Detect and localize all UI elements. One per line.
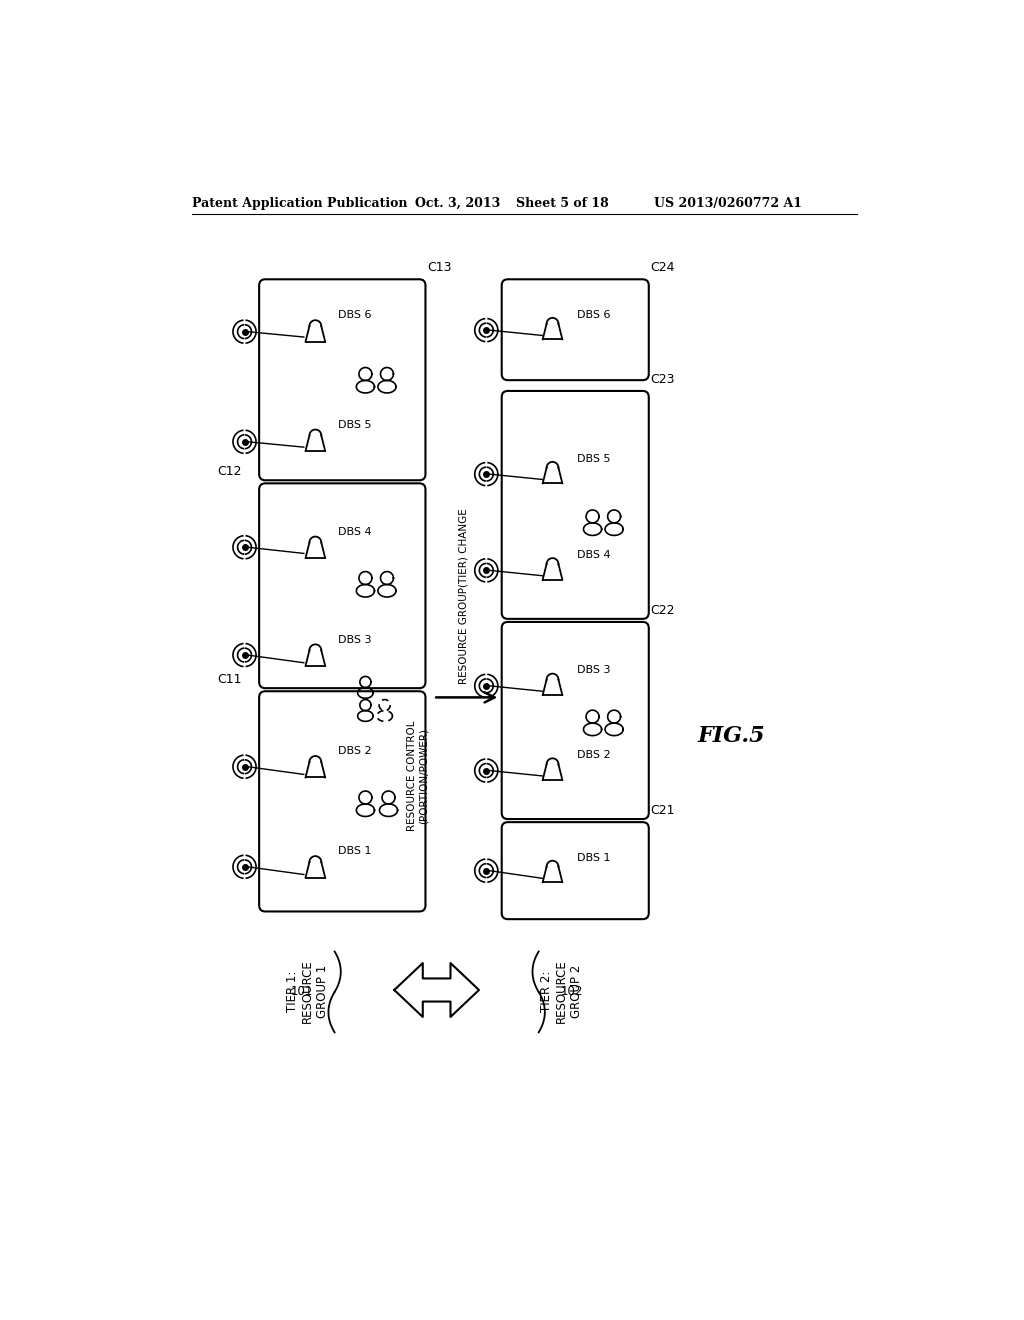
Text: DBS 2: DBS 2 xyxy=(339,746,372,756)
Text: DBS 2: DBS 2 xyxy=(578,750,610,760)
Text: TIER 2:
RESOURCE
GROUP 2: TIER 2: RESOURCE GROUP 2 xyxy=(541,960,584,1023)
Text: DBS 3: DBS 3 xyxy=(339,635,372,644)
Text: RESOURCE GROUP(TIER) CHANGE: RESOURCE GROUP(TIER) CHANGE xyxy=(459,508,469,684)
Text: C22: C22 xyxy=(650,603,675,616)
Text: C21: C21 xyxy=(650,804,675,817)
Text: DBS 1: DBS 1 xyxy=(339,846,372,857)
Text: US 2013/0260772 A1: US 2013/0260772 A1 xyxy=(654,197,802,210)
Text: TIER 1:
RESOURCE
GROUP 1: TIER 1: RESOURCE GROUP 1 xyxy=(286,960,329,1023)
Text: DBS 1: DBS 1 xyxy=(578,853,610,862)
Text: DBS 4: DBS 4 xyxy=(578,550,610,560)
Text: Sheet 5 of 18: Sheet 5 of 18 xyxy=(515,197,608,210)
Text: RESOURCE CONTROL
(PORTION/POWER): RESOURCE CONTROL (PORTION/POWER) xyxy=(407,721,429,832)
Text: DBS 4: DBS 4 xyxy=(339,527,372,537)
Text: 102: 102 xyxy=(560,986,583,998)
Text: DBS 5: DBS 5 xyxy=(339,420,372,430)
Text: C13: C13 xyxy=(427,261,452,275)
Text: 101: 101 xyxy=(291,986,313,998)
Text: C12: C12 xyxy=(218,465,243,478)
Text: C11: C11 xyxy=(218,673,243,686)
Text: FIG.5: FIG.5 xyxy=(697,725,765,747)
Text: DBS 6: DBS 6 xyxy=(339,310,372,321)
Text: DBS 6: DBS 6 xyxy=(578,310,610,319)
Text: DBS 5: DBS 5 xyxy=(578,454,610,463)
Text: C23: C23 xyxy=(650,372,675,385)
Text: Oct. 3, 2013: Oct. 3, 2013 xyxy=(416,197,501,210)
Text: DBS 3: DBS 3 xyxy=(578,665,610,676)
Text: Patent Application Publication: Patent Application Publication xyxy=(193,197,408,210)
Text: C24: C24 xyxy=(650,261,675,275)
